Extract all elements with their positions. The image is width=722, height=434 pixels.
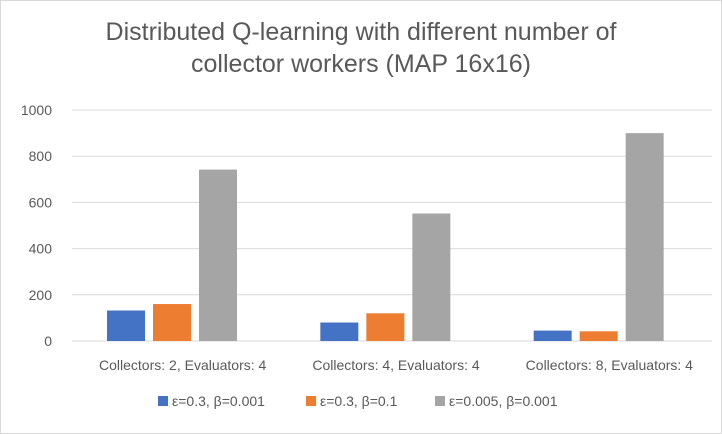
y-tick-label: 0	[44, 333, 52, 349]
y-axis-ticks: 0 200 400 600 800 1000	[21, 102, 52, 349]
x-category-label: Collectors: 4, Evaluators: 4	[312, 357, 480, 373]
legend: ε=0.3, β=0.001 ε=0.3, β=0.1 ε=0.005, β=0.0…	[158, 393, 558, 409]
legend-swatch-1	[306, 396, 316, 406]
bar-series-0-category-2	[533, 330, 572, 341]
bar-series-1-category-2	[579, 331, 618, 341]
legend-label-1: ε=0.3, β=0.1	[320, 393, 398, 409]
x-category-label: Collectors: 2, Evaluators: 4	[99, 357, 267, 373]
legend-swatch-2	[435, 396, 445, 406]
x-axis-categories: Collectors: 2, Evaluators: 4 Collectors: …	[99, 357, 693, 373]
legend-swatch-0	[158, 396, 168, 406]
y-tick-label: 1000	[21, 102, 52, 118]
bar-series-2-category-2	[625, 133, 664, 341]
x-category-label: Collectors: 8, Evaluators: 4	[526, 357, 694, 373]
bar-series-1-category-1	[366, 313, 405, 341]
y-tick-label: 400	[29, 241, 53, 257]
bars	[107, 133, 664, 341]
chart-title-line-2: collector workers (MAP 16x16)	[191, 50, 531, 78]
legend-label-2: ε=0.005, β=0.001	[449, 393, 558, 409]
bar-series-2-category-0	[199, 169, 237, 341]
bar-series-1-category-0	[153, 304, 191, 341]
y-tick-label: 800	[29, 148, 53, 164]
legend-label-0: ε=0.3, β=0.001	[172, 393, 265, 409]
bar-series-2-category-1	[412, 213, 451, 341]
chart-title-line-1: Distributed Q-learning with different nu…	[105, 18, 617, 46]
y-tick-label: 200	[29, 287, 53, 303]
bar-series-0-category-1	[320, 322, 359, 341]
chart-title: Distributed Q-learning with different nu…	[0, 16, 722, 80]
y-tick-label: 600	[29, 194, 53, 210]
bar-series-0-category-0	[107, 310, 145, 341]
